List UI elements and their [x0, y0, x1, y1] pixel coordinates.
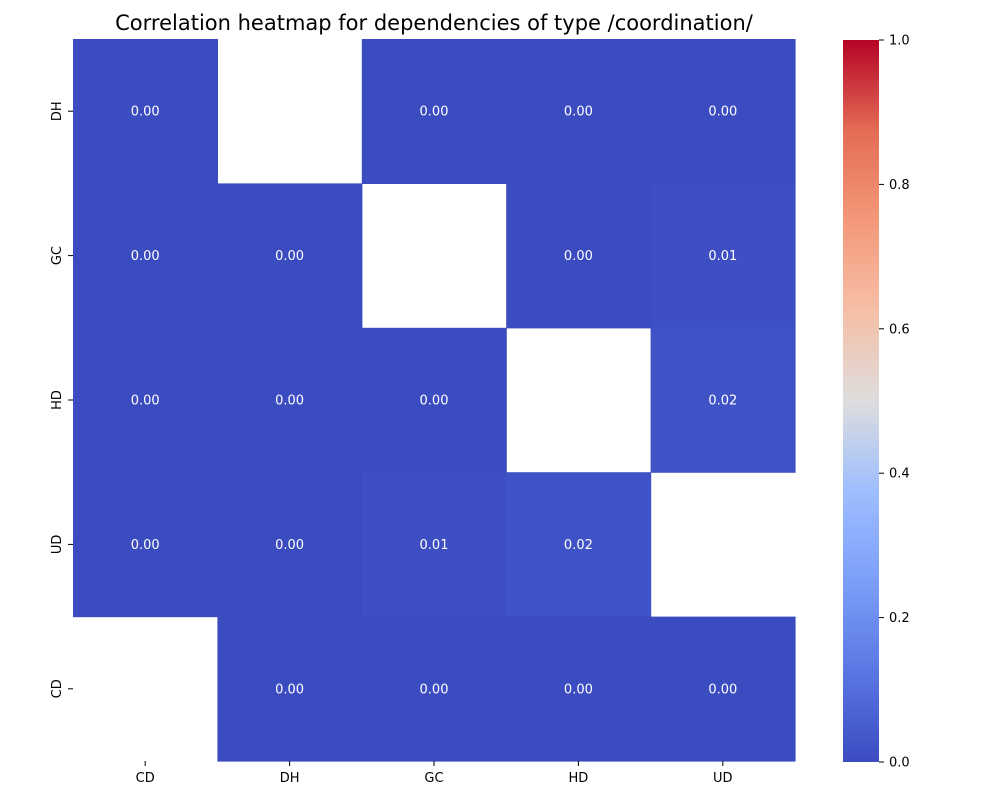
heatmap-cell-gc-cd — [73, 183, 218, 329]
cell-value-label: 0.00 — [708, 105, 737, 120]
y-axis: DH GC HD UD CD — [50, 101, 73, 698]
cell-value-label: 0.02 — [708, 394, 737, 409]
colorbar-tick-label: 1.0 — [889, 34, 910, 49]
cell-value-label: 0.00 — [708, 682, 737, 697]
colorbar-tick-label: 0.0 — [889, 756, 910, 771]
x-tick-label: GC — [424, 771, 443, 786]
heatmap-cell-ud-dh — [217, 472, 363, 618]
heatmap-annotations: 0.00 0.00 0.00 0.00 0.00 0.00 0.00 0.01 0.00 0.00… — [131, 105, 738, 698]
colorbar — [843, 40, 879, 762]
heatmap-cell-cd-dh — [217, 616, 363, 762]
heatmap-cell-dh-ud — [650, 39, 796, 184]
heatmap-cell-hd-ud — [650, 327, 796, 473]
heatmap-cells — [73, 39, 796, 762]
cell-value-label: 0.01 — [708, 249, 737, 264]
y-tick-label: GC — [50, 246, 65, 265]
cell-value-label: 0.01 — [420, 538, 449, 553]
cell-value-label: 0.00 — [275, 538, 304, 553]
x-tick-label: UD — [713, 771, 733, 786]
colorbar-axis: 0.0 0.2 0.4 0.6 0.8 1.0 — [879, 34, 910, 771]
cell-value-label: 0.00 — [275, 394, 304, 409]
cell-value-label: 0.00 — [564, 249, 593, 264]
x-axis: CD DH GC HD UD — [136, 761, 733, 786]
x-tick-label: HD — [569, 771, 589, 786]
cell-value-label: 0.00 — [420, 394, 449, 409]
cell-value-label: 0.02 — [564, 538, 593, 553]
heatmap-cell-cd-gc — [361, 616, 507, 762]
x-tick-label: DH — [280, 771, 300, 786]
cell-value-label: 0.00 — [275, 682, 304, 697]
heatmap-cell-ud-gc — [361, 472, 507, 618]
cell-value-label: 0.00 — [275, 249, 304, 264]
colorbar-tick-label: 0.8 — [889, 178, 910, 193]
heatmap-cell-ud-hd — [506, 472, 652, 618]
colorbar-tick-label: 0.2 — [889, 611, 910, 626]
heatmap-cell-gc-dh — [217, 183, 363, 329]
cell-value-label: 0.00 — [131, 394, 160, 409]
colorbar-tick-label: 0.4 — [889, 467, 910, 482]
heatmap-cell-hd-cd — [73, 327, 218, 473]
cell-value-label: 0.00 — [131, 538, 160, 553]
heatmap-cell-gc-hd — [506, 183, 652, 329]
cell-value-label: 0.00 — [564, 682, 593, 697]
heatmap-cell-hd-gc — [361, 327, 507, 473]
cell-value-label: 0.00 — [131, 105, 160, 120]
colorbar-tick-label: 0.6 — [889, 322, 910, 337]
heatmap-cell-ud-cd — [73, 472, 218, 618]
heatmap-cell-dh-cd — [73, 39, 218, 184]
cell-value-label: 0.00 — [131, 249, 160, 264]
y-tick-label: UD — [50, 535, 65, 555]
cell-value-label: 0.00 — [564, 105, 593, 120]
heatmap-cell-dh-hd — [506, 39, 652, 184]
heatmap-cell-dh-gc — [361, 39, 507, 184]
chart-title: Correlation heatmap for dependencies of … — [115, 11, 754, 35]
y-tick-label: CD — [50, 679, 65, 698]
y-tick-label: DH — [50, 101, 65, 121]
cell-value-label: 0.00 — [420, 105, 449, 120]
heatmap-cell-gc-ud — [650, 183, 796, 329]
heatmap-cell-cd-hd — [506, 616, 652, 762]
y-tick-label: HD — [50, 390, 65, 410]
x-tick-label: CD — [136, 771, 155, 786]
heatmap-cell-hd-dh — [217, 327, 363, 473]
cell-value-label: 0.00 — [420, 682, 449, 697]
heatmap-cell-cd-ud — [650, 616, 796, 762]
